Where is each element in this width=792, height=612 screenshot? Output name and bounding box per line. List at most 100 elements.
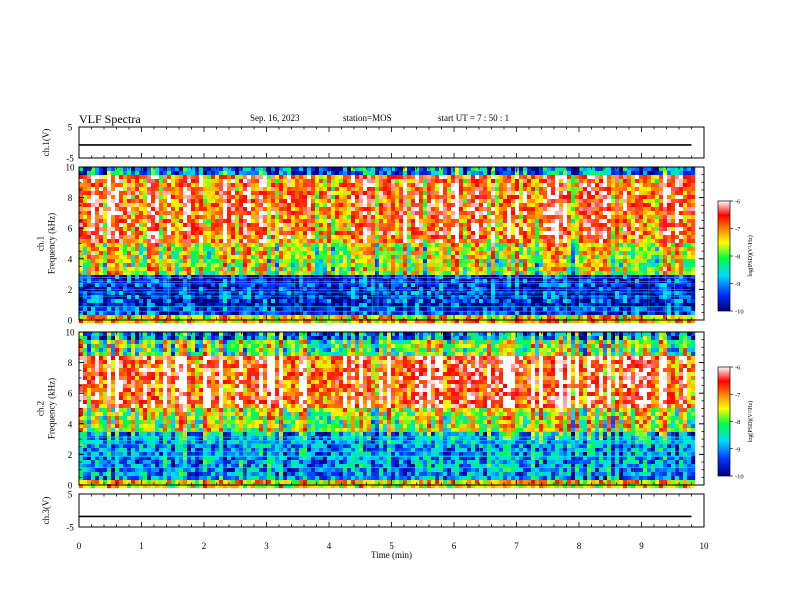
spectrogram-cell <box>503 215 508 220</box>
spectrogram-cell <box>583 215 588 220</box>
spectrogram-cell <box>519 207 524 212</box>
spectrogram-cell <box>99 183 104 188</box>
spectrogram-cell <box>567 191 572 196</box>
spectrogram-cell <box>279 187 284 192</box>
spectrogram-cell <box>503 239 508 244</box>
spectrogram-cell <box>243 255 248 260</box>
spectrogram-cell <box>227 283 232 288</box>
spectrogram-cell <box>431 247 436 252</box>
spectrogram-cell <box>535 259 540 264</box>
spectrogram-cell <box>335 171 340 176</box>
spectrogram-cell <box>587 195 592 200</box>
spectrogram-cell <box>399 183 404 188</box>
spectrogram-cell <box>391 251 396 256</box>
spectrogram-cell <box>87 283 92 288</box>
spectrogram-cell <box>419 243 424 248</box>
spectrogram-cell <box>319 203 324 208</box>
spectrogram-cell <box>211 251 216 256</box>
spectrogram-cell <box>659 223 664 228</box>
spectrogram-cell <box>507 203 512 208</box>
spectrogram-cell <box>271 179 276 184</box>
spectrogram-cell <box>439 179 444 184</box>
spectrogram-cell <box>555 203 560 208</box>
spectrogram-cell <box>631 271 636 276</box>
spectrogram-cell <box>607 255 612 260</box>
spectrogram-cell <box>651 215 656 220</box>
spectrogram-cell <box>79 271 84 276</box>
spectrogram-cell <box>175 239 180 244</box>
spectrogram-cell <box>679 171 684 176</box>
spectrogram-cell <box>683 251 688 256</box>
spectrogram-cell <box>311 263 316 268</box>
spectrogram-cell <box>287 235 292 240</box>
spectrogram-cell <box>147 191 152 196</box>
spectrogram-cell <box>291 247 296 252</box>
spectrogram-cell <box>259 171 264 176</box>
spectrogram-cell <box>123 251 128 256</box>
spectrogram-cell <box>399 259 404 264</box>
spectrogram-cell <box>495 239 500 244</box>
spectrogram-cell <box>335 247 340 252</box>
spectrogram-cell <box>343 239 348 244</box>
spectrogram-cell <box>491 195 496 200</box>
spectrogram-cell <box>575 239 580 244</box>
spectrogram-cell <box>83 255 88 260</box>
spectrogram-cell <box>615 283 620 288</box>
spectrogram-cell <box>235 275 240 280</box>
spectrogram-cell <box>151 199 156 204</box>
spectrogram-cell <box>607 247 612 252</box>
spectrogram-cell <box>227 203 232 208</box>
spectrogram-cell <box>295 175 300 180</box>
spectrogram-cell <box>543 263 548 268</box>
spectrogram-cell <box>623 175 628 180</box>
spectrogram-cell <box>127 295 132 300</box>
spectrogram-cell <box>607 251 612 256</box>
spectrogram-cell <box>359 219 364 224</box>
spectrogram-cell <box>271 243 276 248</box>
spectrogram-cell <box>575 219 580 224</box>
spectrogram-cell <box>119 171 124 176</box>
spectrogram-cell <box>283 207 288 212</box>
spectrogram-cell <box>419 195 424 200</box>
spectrogram-cell <box>79 183 84 188</box>
spectrogram-cell <box>143 203 148 208</box>
spectrogram-cell <box>535 243 540 248</box>
spectrogram-cell <box>599 227 604 232</box>
spectrogram-cell <box>631 187 636 192</box>
spectrogram-cell <box>379 179 384 184</box>
spectrogram-cell <box>159 263 164 268</box>
spectrogram-cell <box>467 287 472 292</box>
spectrogram-cell <box>179 263 184 268</box>
spectrogram-cell <box>467 291 472 296</box>
spectrogram-cell <box>279 211 284 216</box>
spectrogram-cell <box>331 179 336 184</box>
spectrogram-cell <box>451 263 456 268</box>
spectrogram-cell <box>219 251 224 256</box>
spectrogram-cell <box>79 283 84 288</box>
spectrogram-cell <box>675 207 680 212</box>
spectrogram-cell <box>183 295 188 300</box>
spectrogram-cell <box>435 263 440 268</box>
spectrogram-cell <box>679 223 684 228</box>
spectrogram-cell <box>555 239 560 244</box>
spectrogram-cell <box>235 243 240 248</box>
spectrogram-cell <box>195 223 200 228</box>
spectrogram-cell <box>379 211 384 216</box>
spectrogram-cell <box>659 167 664 172</box>
spectrogram-cell <box>303 167 308 172</box>
spectrogram-cell <box>659 247 664 252</box>
spectrogram-cell <box>539 223 544 228</box>
spectrogram-cell <box>595 171 600 176</box>
spectrogram-cell <box>167 203 172 208</box>
spectrogram-cell <box>563 191 568 196</box>
spectrogram-cell <box>127 267 132 272</box>
spectrogram-cell <box>455 239 460 244</box>
spectrogram-cell <box>387 243 392 248</box>
spectrogram-cell <box>283 187 288 192</box>
spectrogram-cell <box>443 283 448 288</box>
spectrogram-cell <box>631 239 636 244</box>
spectrogram-cell <box>159 283 164 288</box>
spectrogram-cell <box>295 271 300 276</box>
spectrogram-cell <box>315 287 320 292</box>
spectrogram-cell <box>147 171 152 176</box>
